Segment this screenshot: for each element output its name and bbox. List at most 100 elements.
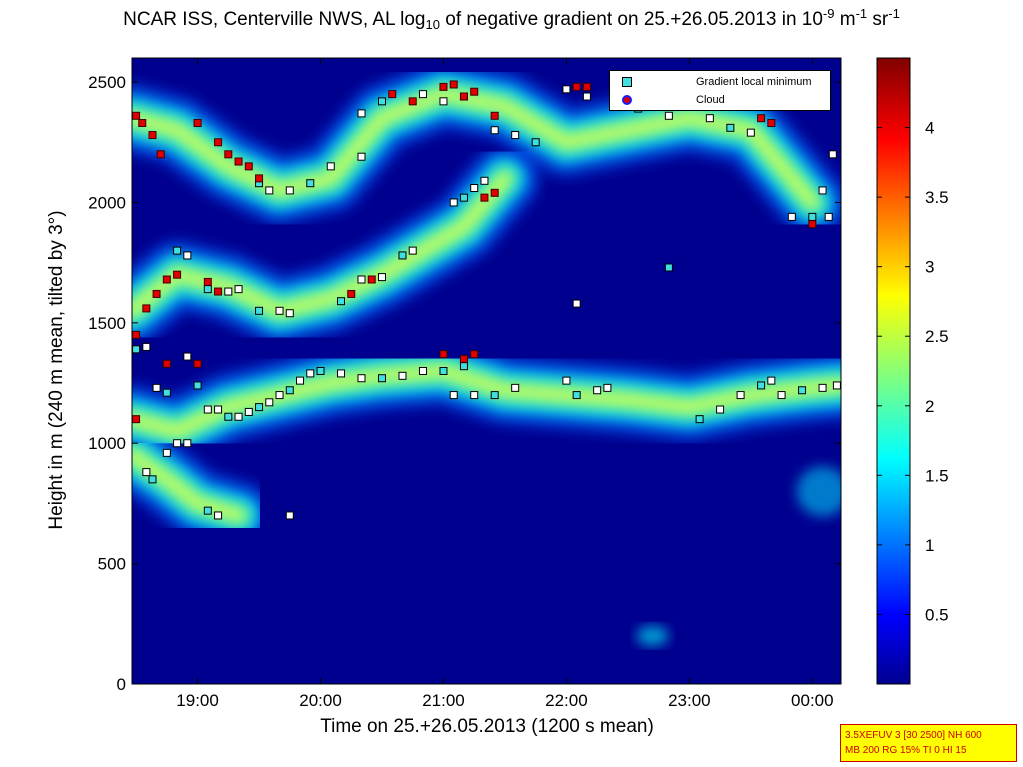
gradient-minimum-marker — [224, 412, 233, 421]
gradient-minimum-marker — [357, 152, 366, 161]
gradient-minimum-marker — [408, 246, 417, 255]
cloud-marker — [203, 277, 212, 286]
colorbar-tick-label: 2 — [925, 397, 934, 416]
gradient-minimum-marker — [593, 386, 602, 395]
heat-patch — [636, 625, 669, 646]
colorbar-axis: 0.5 1 1.5 2 2.5 3 3.5 4 — [877, 119, 949, 624]
heat-layer — [132, 88, 819, 209]
gradient-minimum-marker — [459, 193, 468, 202]
gradient-minimum-marker — [664, 263, 673, 272]
gradient-minimum-marker — [832, 381, 841, 390]
colorbar — [876, 57, 911, 685]
gradient-minimum-marker — [173, 439, 182, 448]
gradient-minimum-marker — [377, 374, 386, 383]
y-axis: 0 500 1000 1500 2000 2500 — [88, 73, 841, 694]
cloud-marker — [156, 150, 165, 159]
gradient-minimum-marker — [511, 131, 520, 140]
gradient-minimum-marker — [357, 109, 366, 118]
gradient-minimum-marker — [511, 383, 520, 392]
gradient-minimum-marker — [285, 309, 294, 318]
gradient-minimum-marker — [470, 184, 479, 193]
cloud-marker — [234, 157, 243, 166]
legend-entry-gradient: Gradient local minimum — [610, 74, 830, 92]
colorbar-tick-label: 1 — [925, 536, 934, 555]
cloud-marker — [224, 150, 233, 159]
gradient-minimum-marker — [255, 403, 264, 412]
gradient-minimum-marker — [572, 299, 581, 308]
gradient-minimum-marker — [603, 383, 612, 392]
gradient-minimum-marker — [418, 90, 427, 99]
colorbar-tick-label: 2.5 — [925, 327, 949, 346]
gradient-minimum-marker — [490, 126, 499, 135]
gradient-minimum-marker — [265, 186, 274, 195]
cloud-marker — [582, 82, 591, 91]
gradient-minimum-marker — [828, 150, 837, 159]
gradient-minimum-marker — [152, 383, 161, 392]
gradient-minimum-marker — [337, 297, 346, 306]
gradient-minimum-marker — [808, 212, 817, 221]
cloud-marker — [214, 138, 223, 147]
cloud-marker — [449, 80, 458, 89]
gradient-minimum-marker — [275, 306, 284, 315]
legend: Gradient local minimum Cloud — [609, 70, 831, 111]
gradient-minimum-marker — [798, 386, 807, 395]
cloud-marker — [480, 193, 489, 202]
cloud-marker — [214, 287, 223, 296]
gradient-minimum-marker — [746, 128, 755, 137]
legend-label: Gradient local minimum — [696, 76, 812, 88]
gradient-minimum-marker — [572, 391, 581, 400]
x-tick-label: 22:00 — [545, 691, 588, 710]
gradient-minimum-marker — [316, 367, 325, 375]
gradient-minimum-marker — [439, 367, 448, 375]
gradient-minimum-marker — [767, 376, 776, 385]
gradient-minimum-marker — [183, 439, 192, 448]
gradient-minimum-marker — [398, 251, 407, 260]
gradient-minimum-marker — [148, 475, 157, 484]
x-tick-label: 21:00 — [422, 691, 465, 710]
colorbar-tick-label: 4 — [925, 119, 934, 138]
cloud-marker — [572, 82, 581, 91]
gradient-minimum-marker — [244, 407, 253, 416]
gradient-minimum-marker — [183, 352, 192, 361]
gradient-minimum-marker — [162, 448, 171, 457]
gradient-minimum-marker — [439, 97, 448, 106]
cloud-marker — [142, 304, 151, 313]
y-tick-label: 1000 — [88, 434, 126, 453]
y-tick-label: 500 — [98, 555, 126, 574]
gradient-minimum-marker — [449, 198, 458, 207]
gradient-minimum-marker — [132, 345, 141, 354]
y-tick-label: 2000 — [88, 193, 126, 212]
gradient-minimum-marker — [470, 391, 479, 400]
gradient-minimum-marker — [183, 251, 192, 260]
chart-title: NCAR ISS, Centerville NWS, AL log10 of n… — [123, 6, 900, 32]
gradient-minimum-marker — [357, 275, 366, 284]
gradient-minimum-marker — [275, 391, 284, 400]
gradient-minimum-marker — [726, 123, 735, 132]
stamp-line: MB 200 RG 15% TI 0 HI 15 — [845, 745, 967, 756]
gradient-minimum-marker — [337, 369, 346, 378]
gradient-minimum-marker — [173, 246, 182, 255]
gradient-minimum-marker — [203, 285, 212, 294]
cloud-marker — [459, 354, 468, 363]
cloud-marker — [162, 359, 171, 368]
cloud-marker — [459, 92, 468, 101]
gradient-minimum-marker — [203, 405, 212, 414]
gradient-minimum-marker — [285, 386, 294, 395]
cloud-marker — [470, 350, 479, 359]
cloud-marker-swatch — [622, 95, 632, 105]
gradient-minimum-marker — [398, 371, 407, 380]
cloud-marker — [808, 220, 817, 229]
gradient-minimum-marker — [757, 381, 766, 390]
gradient-minimum-marker — [142, 468, 151, 477]
gradient-minimum-marker — [357, 374, 366, 383]
legend-entry-cloud: Cloud — [610, 92, 830, 110]
cloud-marker — [193, 359, 202, 368]
gradient-minimum-marker — [265, 398, 274, 407]
gradient-minimum-marker — [818, 383, 827, 392]
gradient-minimum-marker — [296, 376, 305, 385]
heat-layer — [132, 172, 511, 317]
gradient-minimum-marker — [306, 179, 315, 188]
colorbar-tick-label: 3 — [925, 258, 934, 277]
x-axis-label: Time on 25.+26.05.2013 (1200 s mean) — [320, 716, 654, 737]
gradient-minimum-marker — [459, 362, 468, 371]
